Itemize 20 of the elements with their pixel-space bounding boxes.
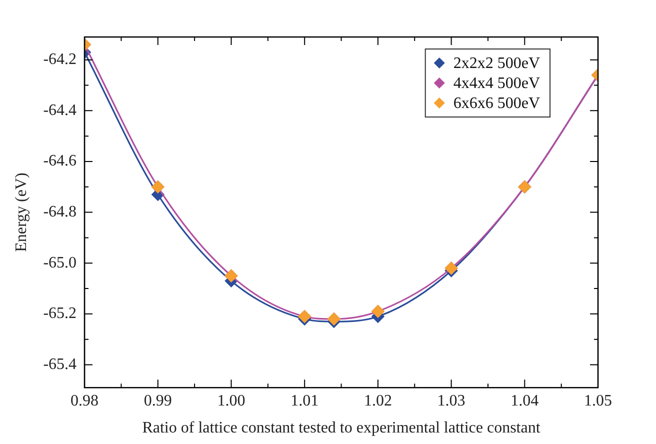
x-axis-title: Ratio of lattice constant tested to experimental lattice constant [142, 420, 541, 437]
y-tick-label: -64.2 [43, 51, 77, 68]
y-tick-label: -64.4 [43, 102, 77, 119]
y-axis-title: Energy (eV) [12, 172, 30, 252]
legend-label: 4x4x4 500eV [453, 75, 540, 92]
y-tick-label: -65.2 [43, 305, 77, 322]
y-tick-label: -65.4 [43, 356, 77, 373]
x-tick-label: 1.05 [584, 392, 612, 410]
x-tick-label: 1.03 [437, 392, 466, 410]
y-tick-label: -64.8 [43, 204, 77, 221]
legend-label: 6x6x6 500eV [453, 95, 540, 112]
x-tick-label: 1.04 [510, 392, 539, 410]
x-tick-label: 1.00 [217, 392, 246, 410]
y-tick-label: -65.0 [43, 254, 77, 272]
legend-label: 2x2x2 500eV [453, 55, 540, 72]
x-tick-label: 1.02 [364, 392, 392, 410]
x-tick-label: 0.99 [144, 392, 172, 410]
x-tick-label: 0.98 [70, 392, 99, 410]
x-tick-label: 1.01 [290, 392, 319, 410]
y-tick-label: -64.6 [43, 152, 77, 170]
